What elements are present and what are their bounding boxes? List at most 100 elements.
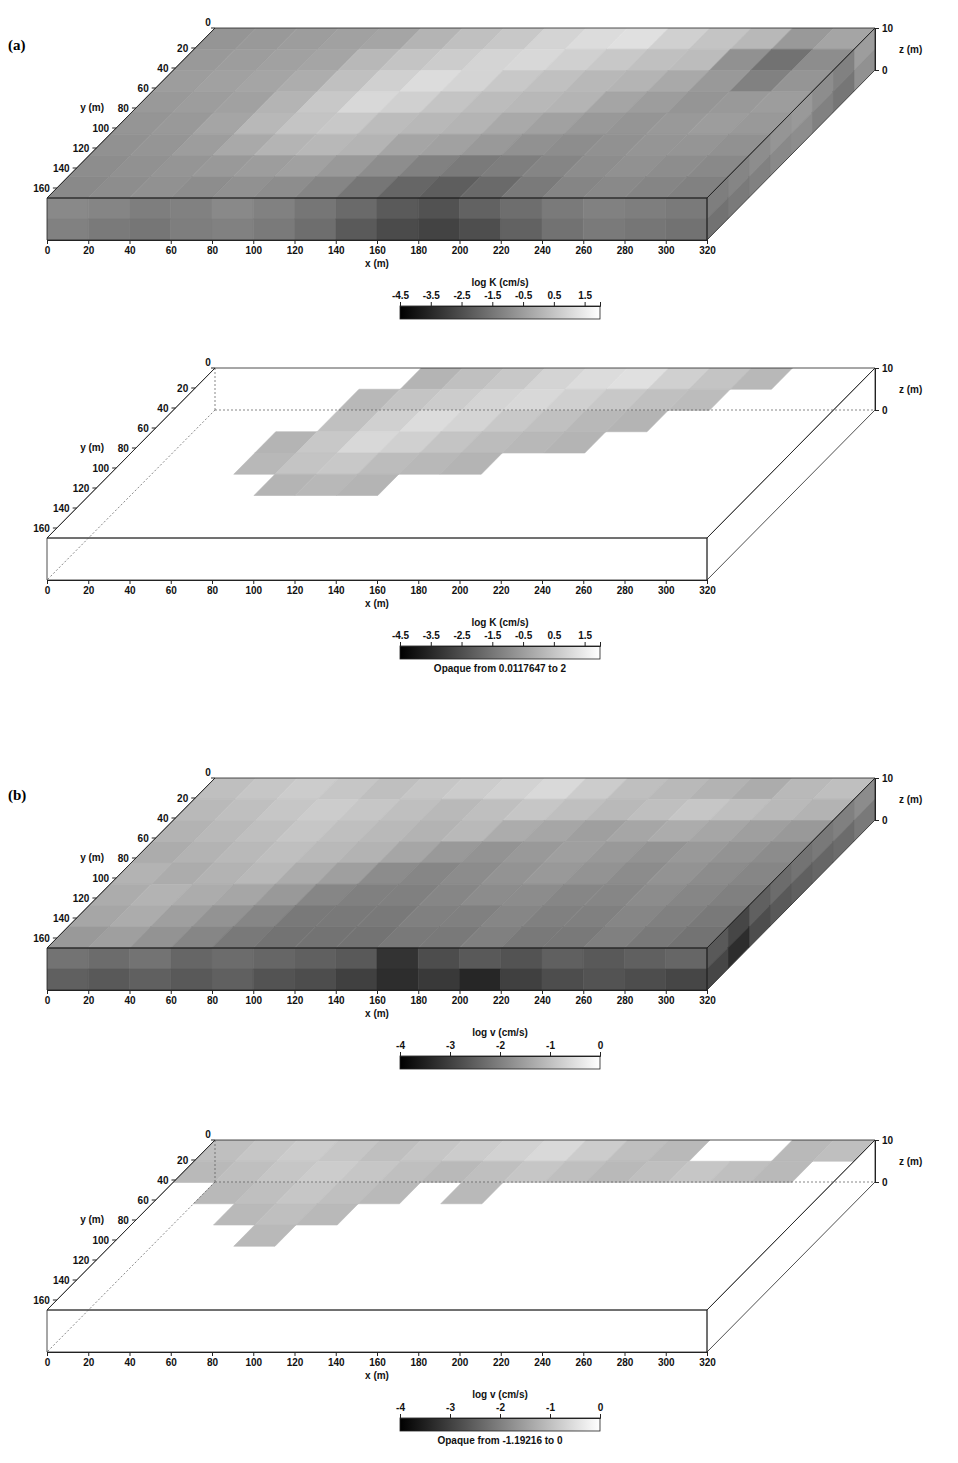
tick-label: -1.5 [484,290,502,301]
tick-mark [500,1414,501,1418]
x-tick: 40 [124,580,136,596]
tick-label: 200 [452,995,469,1006]
cell [47,969,88,990]
x-tick: 320 [699,240,716,256]
colorbar-title: log K (cm/s) [471,617,528,628]
y-axis: 020406080100120140160y (m) [33,17,215,199]
x-tick: 260 [575,990,592,1006]
cell [295,969,336,990]
tick-mark [73,508,77,509]
colorbar-tick: -2 [496,1040,505,1056]
tick-mark [418,1352,419,1356]
tick-label: 0 [205,357,211,368]
x-tick: 180 [410,990,427,1006]
tick-mark [400,1414,401,1418]
cell [171,969,212,990]
tick-mark [450,1414,451,1418]
tick-label: 40 [157,63,169,74]
cell [460,948,501,969]
tick-mark [707,1352,708,1356]
tick-label: -3.5 [423,290,441,301]
cell [130,219,171,240]
tick-mark [875,70,879,71]
tick-mark [212,990,213,994]
tick-label: 140 [328,1357,345,1368]
tick-label: -2 [496,1040,505,1051]
cell [583,198,624,219]
x-axis: 0204060801001201401601802002202402602803… [45,990,717,1006]
cell [234,1225,296,1246]
tick-label: 300 [658,585,675,596]
tick-mark [460,240,461,244]
tick-mark [666,990,667,994]
tick-mark [171,68,175,69]
colorbar-tick: -3.5 [423,290,441,306]
cell [88,948,129,969]
tick-label: 120 [287,995,304,1006]
y-axis-title: y (m) [80,1214,104,1225]
panel-view: 0204060801001201401601802002202402602803… [33,1129,922,1447]
block-outline [47,368,875,580]
tick-mark [47,1352,48,1356]
tick-mark [88,240,89,244]
tick-label: 20 [177,43,189,54]
tick-label: 140 [53,503,70,514]
tick-label: 20 [83,245,95,256]
tick-label: 0.5 [547,290,561,301]
cell [253,198,294,219]
tick-mark [523,302,524,306]
tick-label: 160 [369,995,386,1006]
tick-mark [500,1052,501,1056]
cell [770,884,791,926]
tick-mark [431,302,432,306]
tick-mark [600,1052,601,1056]
x-tick: 200 [452,240,469,256]
tick-label: 80 [118,853,130,864]
tick-label: 220 [493,245,510,256]
panel-view: 0204060801001201401601802002202402602803… [33,357,922,675]
y-axis: 020406080100120140160y (m) [33,357,215,539]
tick-mark [171,1180,175,1181]
cell [212,219,253,240]
tick-mark [336,580,337,584]
tick-label: 60 [166,1357,178,1368]
tick-label: 320 [699,1357,716,1368]
tick-mark [625,990,626,994]
tick-label: 0 [45,1357,51,1368]
colorbar-axis: -4-3-2-10 [396,1402,604,1419]
tick-label: -2.5 [453,630,471,641]
block-edge [707,368,875,580]
colorbar-tick: 0.5 [547,290,561,306]
x-tick: 40 [124,240,136,256]
tick-mark [47,580,48,584]
axis-line [401,642,601,647]
x-tick: 0 [45,580,51,596]
tick-mark [171,408,175,409]
x-tick: 100 [245,990,262,1006]
cell [791,113,812,155]
tick-mark [211,1140,215,1141]
tick-mark [625,580,626,584]
tick-mark [377,240,378,244]
x-axis: 0204060801001201401601802002202402602803… [45,240,717,256]
block-edge [47,368,875,538]
tick-mark [336,240,337,244]
tick-mark [171,580,172,584]
tick-label: -4.5 [392,290,410,301]
x-tick: 280 [617,1352,634,1368]
hidden-edge [47,1182,215,1352]
x-tick: 160 [369,1352,386,1368]
x-axis: 0204060801001201401601802002202402602803… [45,1352,717,1368]
axis-line [876,369,880,411]
tick-mark [112,128,116,129]
tick-label: 80 [207,1357,219,1368]
tick-label: 120 [73,893,90,904]
x-tick: 120 [287,1352,304,1368]
tick-label: 20 [177,1155,189,1166]
tick-mark [875,1140,879,1141]
cell [666,219,707,240]
cell [666,969,707,990]
tick-mark [462,642,463,646]
tick-label: 40 [157,403,169,414]
tick-label: 0 [598,1040,604,1051]
